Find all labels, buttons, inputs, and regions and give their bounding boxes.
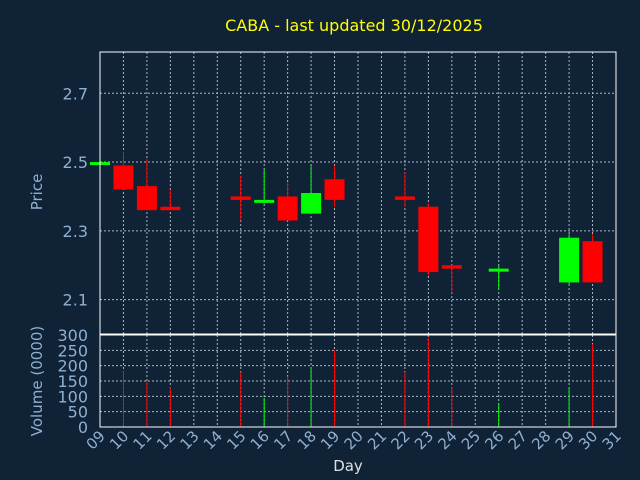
- candle-body: [113, 165, 134, 190]
- volume-tick-label: 150: [57, 372, 88, 391]
- candle-body: [324, 179, 345, 200]
- candle: [113, 151, 134, 190]
- candle: [582, 234, 603, 283]
- candle: [254, 168, 275, 204]
- candle: [418, 203, 439, 276]
- volume-tick-label: 0: [78, 418, 88, 437]
- candle: [230, 175, 251, 221]
- volume-tick-label: 100: [57, 387, 88, 406]
- candle: [160, 189, 181, 211]
- volume-axis-label: Volume (0000): [28, 326, 46, 436]
- candle-body: [301, 193, 322, 214]
- candle-body: [160, 206, 181, 211]
- price-tick-label: 2.5: [63, 153, 88, 172]
- candle: [277, 182, 298, 221]
- candle: [136, 158, 157, 211]
- volume-tick-label: 250: [57, 341, 88, 360]
- candle-body: [441, 265, 462, 269]
- volume-bars: [122, 338, 594, 427]
- volume-tick-label: 200: [57, 357, 88, 376]
- price-panel-frame: [99, 51, 617, 335]
- candle: [441, 265, 462, 293]
- candle: [559, 234, 580, 286]
- price-tick-label: 2.1: [63, 291, 88, 310]
- candle-body: [559, 237, 580, 283]
- candles: [90, 151, 603, 293]
- candle-body: [488, 268, 509, 272]
- candle-body: [582, 241, 603, 283]
- candle-body: [254, 199, 275, 203]
- price-tick-label: 2.7: [63, 84, 88, 103]
- volume-tick-label: 50: [68, 403, 88, 422]
- candle: [488, 265, 509, 290]
- candle-body: [230, 196, 251, 200]
- candle-body: [394, 196, 415, 200]
- candle-body: [136, 186, 157, 211]
- price-tick-labels: 2.1 2.3 2.5 2.7: [63, 84, 88, 309]
- candle: [394, 172, 415, 207]
- day-tick-labels: 0910111213141516171819202122232425262728…: [83, 427, 625, 453]
- candle-body: [277, 196, 298, 221]
- x-axis-label: Day: [333, 457, 363, 475]
- candle: [301, 165, 322, 214]
- volume-tick-label: 300: [57, 326, 88, 345]
- candle-body: [418, 206, 439, 273]
- chart-title: CABA - last updated 30/12/2025: [225, 16, 483, 35]
- volume-panel-frame: [99, 334, 617, 428]
- price-tick-label: 2.3: [63, 222, 88, 241]
- candle: [324, 165, 345, 207]
- price-axis-label: Price: [28, 174, 46, 211]
